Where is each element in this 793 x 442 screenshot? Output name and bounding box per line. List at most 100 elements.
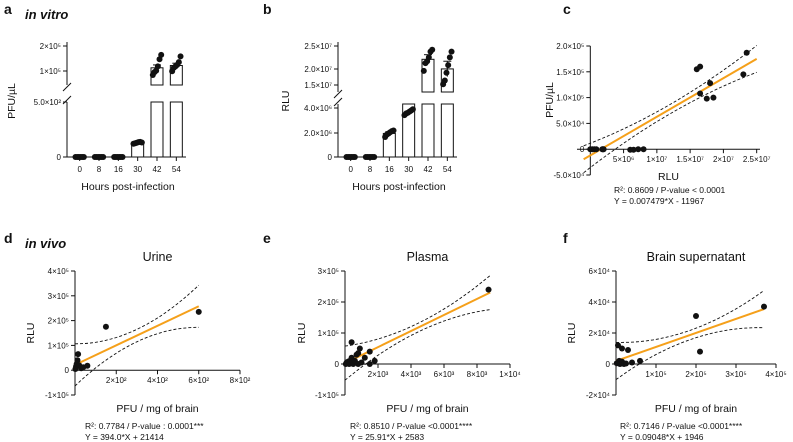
panel-letter: f xyxy=(563,230,568,246)
regression-stats: R²: 0.8510 / P-value <0.0001**** xyxy=(350,421,473,431)
x-tick-label: 4×10² xyxy=(147,376,168,385)
x-axis-label: PFU / mg of brain xyxy=(116,403,198,415)
x-tick-label: 2×10³ xyxy=(368,370,389,379)
x-tick-label: 0 xyxy=(348,165,353,174)
data-point xyxy=(371,357,378,364)
data-point xyxy=(420,67,427,74)
chart-title: Urine xyxy=(143,250,173,264)
y-tick-label: -5.0×10⁴ xyxy=(554,171,585,180)
regression-equation: Y = 25.91*X + 2583 xyxy=(350,432,424,442)
data-point xyxy=(625,347,631,354)
chart-title: Brain supernatant xyxy=(647,250,746,264)
data-point xyxy=(448,48,455,55)
y-tick-label: 0 xyxy=(65,366,70,375)
y-axis-label: RLU xyxy=(566,322,578,343)
x-tick-label: 54 xyxy=(172,165,181,174)
y-tick-label: 0 xyxy=(328,153,333,162)
data-point xyxy=(425,54,432,61)
data-point xyxy=(75,351,82,358)
confidence-band-upper xyxy=(74,284,200,345)
x-tick-label: 5×10⁶ xyxy=(613,155,634,164)
confidence-band-upper xyxy=(583,45,757,147)
axis-break-mark xyxy=(62,95,72,105)
data-point xyxy=(707,80,714,87)
y-tick-label: 2.0×10⁵ xyxy=(556,42,584,51)
x-axis-label: PFU / mg of brain xyxy=(655,403,737,415)
confidence-band-lower xyxy=(74,326,199,387)
x-tick-label: 0 xyxy=(77,165,82,174)
data-point xyxy=(158,51,165,58)
confidence-band-lower xyxy=(583,71,757,174)
y-tick-label: 1.5×10⁵ xyxy=(556,68,584,77)
data-point xyxy=(443,69,450,76)
y-tick-label: 3×10⁵ xyxy=(318,267,339,276)
panel-letter: e xyxy=(263,230,271,246)
data-point xyxy=(100,154,107,160)
data-point xyxy=(619,345,625,352)
data-point xyxy=(355,350,362,357)
panel-a: 0 5.0×10² 1×10⁵ 2×10⁵ 0 8 16 30 42 54 Hours post-i… xyxy=(6,7,186,193)
y-tick-label: 1×10⁵ xyxy=(318,329,339,338)
x-tick-label: 8×10² xyxy=(230,376,251,385)
confidence-band-upper xyxy=(344,275,491,347)
data-point xyxy=(102,323,109,330)
x-tick-label: 8 xyxy=(97,165,102,174)
x-tick-label: 1×10⁵ xyxy=(645,370,666,379)
data-point xyxy=(351,154,358,160)
y-tick-label: 0 xyxy=(57,153,62,162)
y-tick-label: 2.0×10⁶ xyxy=(304,129,332,138)
y-axis-label: PFU/µL xyxy=(544,82,556,118)
data-point xyxy=(154,63,161,70)
data-point xyxy=(74,357,81,364)
x-tick-label: 30 xyxy=(404,165,413,174)
panel-f: -2×10⁴ 0 2×10⁴ 4×10⁴ 6×10⁴ 1×10⁵ 2×10⁵ 3×10⁵ 4×1… xyxy=(566,250,787,442)
data-point xyxy=(195,308,202,315)
panel-e: -1×10⁵ 0 1×10⁵ 2×10⁵ 3×10⁵ 2×10³ 4×10³ 6×10³ 8×1… xyxy=(296,250,521,442)
data-point xyxy=(740,71,747,78)
x-axis-label: Hours post-infection xyxy=(352,181,446,193)
data-point xyxy=(693,312,699,319)
x-axis-label: PFU / mg of brain xyxy=(386,403,468,415)
panel-letter: d xyxy=(4,230,13,246)
data-point xyxy=(703,95,710,102)
x-tick-label: 8×10³ xyxy=(467,370,488,379)
bar-lower-segment xyxy=(150,101,164,158)
y-tick-label: 5.0×10⁴ xyxy=(556,119,585,128)
panel-letter: c xyxy=(563,1,571,17)
axis-break-mark xyxy=(333,89,343,99)
data-point xyxy=(697,348,703,355)
data-point xyxy=(371,154,378,160)
y-axis-label: PFU/µL xyxy=(6,83,18,119)
x-tick-label: 2×10² xyxy=(106,376,127,385)
regression-line xyxy=(344,291,491,365)
data-point xyxy=(177,53,184,60)
x-tick-label: 1.5×10⁷ xyxy=(676,155,704,164)
y-tick-label: 3×10⁵ xyxy=(48,292,69,301)
data-point xyxy=(80,154,87,160)
data-point xyxy=(429,46,436,53)
y-tick-label: 0 xyxy=(580,145,585,154)
x-tick-label: 4×10⁵ xyxy=(765,370,786,379)
data-point xyxy=(635,146,642,153)
data-point xyxy=(640,146,647,153)
axis-break-mark xyxy=(62,82,72,92)
panel-letter: a xyxy=(4,1,12,17)
x-tick-label: 8 xyxy=(368,165,373,174)
confidence-band-lower xyxy=(615,327,765,380)
x-tick-label: 42 xyxy=(424,165,433,174)
regression-line xyxy=(583,58,758,161)
data-point xyxy=(366,361,373,367)
regression-stats: R²: 0.8609 / P-value < 0.0001 xyxy=(614,185,726,195)
x-tick-label: 16 xyxy=(385,165,394,174)
y-tick-label: 2×10⁵ xyxy=(318,298,339,307)
x-axis-label: RLU xyxy=(658,171,679,183)
y-tick-label: 0 xyxy=(606,360,611,369)
data-point xyxy=(697,63,704,70)
regression-stats: R²: 0.7784 / P-value : 0.0001*** xyxy=(85,421,204,431)
y-tick-label: 1.5×10⁷ xyxy=(304,81,332,90)
data-point xyxy=(446,54,453,61)
y-axis-label: RLU xyxy=(280,90,292,111)
y-tick-label: 1×10⁵ xyxy=(40,67,61,76)
data-point xyxy=(761,303,767,310)
